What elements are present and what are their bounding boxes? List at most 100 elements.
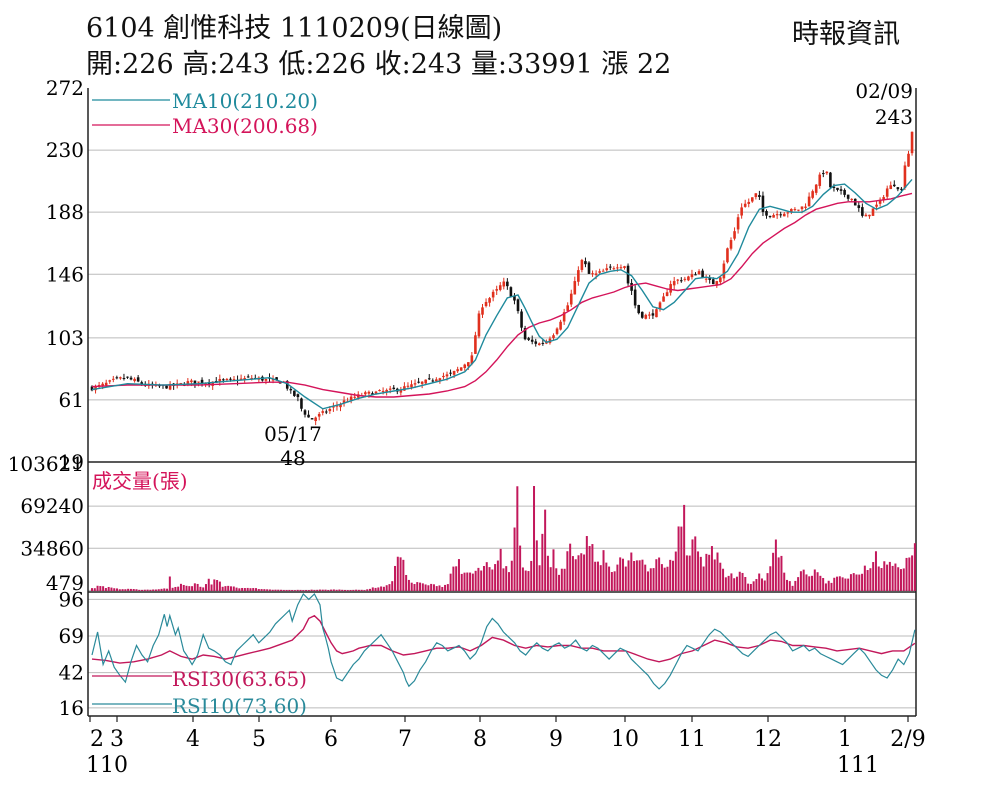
candle-body [321, 411, 325, 413]
volume-bar [216, 580, 219, 591]
volume-bar [594, 561, 597, 591]
volume-bar [471, 573, 474, 591]
candle-body [640, 311, 644, 318]
volume-bar [204, 584, 207, 591]
volume-bar [444, 584, 447, 591]
volume-bar [268, 589, 271, 591]
candle-body [339, 403, 342, 408]
legend-ma10: MA10(210.20) [172, 89, 318, 113]
candle-body [609, 266, 612, 268]
rsi-tick-label: 16 [59, 696, 84, 720]
volume-bar [533, 486, 536, 591]
candle-body [250, 377, 254, 379]
volume-bar [435, 586, 438, 591]
volume-bars [91, 486, 916, 591]
volume-bar [460, 573, 463, 591]
candle-body [289, 388, 293, 391]
volume-bar [341, 589, 344, 591]
volume-bar [527, 571, 530, 591]
volume-bar [530, 560, 533, 591]
volume-bar [154, 589, 157, 591]
rsi-tick-label: 42 [59, 661, 84, 685]
volume-bar [627, 560, 630, 591]
candle-body [112, 378, 115, 380]
candle-body [605, 268, 609, 271]
candle-body [708, 278, 711, 280]
volume-bar [580, 553, 583, 591]
volume-bar [566, 551, 569, 591]
candle-body [751, 197, 754, 202]
year-label: 110 [86, 753, 128, 778]
candle-body [349, 396, 353, 401]
candle-body [889, 185, 893, 190]
volume-bar [608, 566, 611, 591]
volume-bar [883, 561, 886, 591]
candle-body [403, 386, 406, 391]
volume-bar [813, 569, 816, 591]
volume-bar [305, 589, 308, 591]
candle-body [562, 312, 566, 322]
candle-body [623, 266, 626, 269]
candle-body [388, 388, 392, 390]
candle-body [555, 328, 559, 334]
candle-body [449, 372, 452, 374]
volume-bar [257, 589, 260, 591]
volume-bar [502, 568, 505, 591]
candle-body [541, 342, 545, 344]
candle-body [140, 382, 143, 385]
candle-body [264, 379, 268, 381]
volume-bar [886, 564, 889, 591]
volume-bar [332, 589, 335, 591]
volume-bar [788, 581, 791, 591]
candle-body [300, 398, 303, 409]
rsi-tick-label: 69 [59, 624, 84, 648]
volume-bar [321, 589, 324, 591]
volume-bar [235, 587, 238, 591]
volume-bar [811, 575, 814, 591]
volume-bar [858, 574, 861, 591]
volume-bar [427, 585, 430, 591]
volume-bar [146, 589, 149, 591]
volume-bar [296, 589, 299, 591]
candle-body [616, 267, 619, 269]
volume-bar [243, 588, 246, 591]
volume-bar [777, 557, 780, 591]
volume-bar [196, 583, 199, 591]
month-label: 3 [110, 727, 124, 752]
volume-bar [738, 571, 741, 591]
candle-body [722, 263, 726, 279]
candle-body [136, 377, 140, 382]
volume-bar [610, 572, 613, 591]
volume-bar [577, 555, 580, 591]
volume-bar [166, 588, 169, 591]
volume-bar [260, 589, 263, 591]
volume-bar [163, 588, 166, 591]
candle-body [509, 287, 513, 297]
volume-bar [380, 586, 383, 591]
volume-bar [324, 589, 327, 591]
candle-body [754, 193, 758, 198]
candle-body [488, 298, 491, 303]
month-label: 2/9 [890, 727, 925, 752]
volume-bar [633, 561, 636, 591]
candle-body [633, 289, 637, 306]
volume-bar [669, 559, 672, 591]
x-tick-labels: 2 3 4 5 6 7 8 9 10 11 12 1 2/9 110 111 [86, 727, 926, 778]
volume-bar [769, 566, 772, 591]
candle-body [644, 314, 648, 319]
candle-body [900, 188, 903, 190]
volume-bar [494, 564, 497, 591]
candle-body [463, 364, 467, 368]
volume-bar [630, 552, 633, 591]
volume-tick-label: 479 [46, 571, 84, 595]
volume-bar [266, 589, 269, 591]
candle-body [690, 274, 694, 278]
candle-body [903, 165, 907, 188]
volume-bar [213, 579, 216, 591]
low-annotation-value: 48 [280, 446, 305, 470]
candle-body [516, 299, 520, 312]
volume-bar [191, 586, 194, 591]
volume-bar [911, 555, 914, 591]
candle-body [303, 410, 307, 415]
